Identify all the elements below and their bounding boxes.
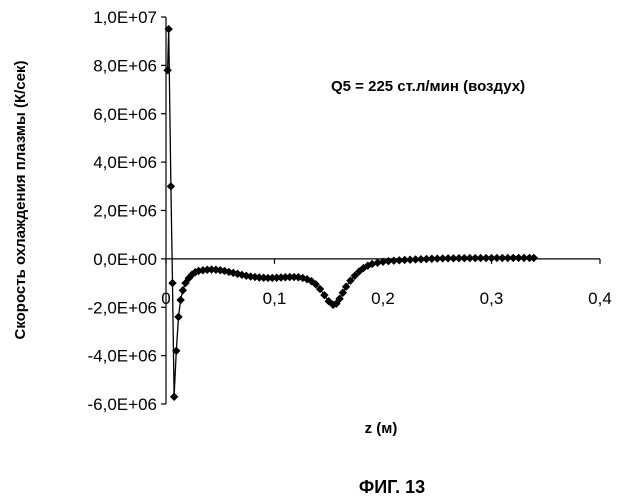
y-axis: 1,0E+07 8,0E+06 6,0E+06 4,0E+06 2,0E+06 0,0E+…	[88, 8, 166, 414]
data-point	[168, 279, 176, 287]
y-tick-label: 0,0E+00	[93, 250, 157, 269]
data-point	[530, 254, 538, 262]
data-point	[174, 313, 182, 321]
y-tick-label: 1,0E+07	[93, 8, 157, 27]
figure-caption: ФИГ. 13	[359, 477, 425, 497]
y-tick-label: 6,0E+06	[93, 105, 157, 124]
y-tick-label: 4,0E+06	[93, 153, 157, 172]
data-point	[320, 291, 328, 299]
x-axis-label: z (м)	[365, 420, 398, 437]
data-point	[179, 286, 187, 294]
y-tick-label: 8,0E+06	[93, 56, 157, 75]
chart-annotation: Q5 = 225 ст.л/мин (воздух)	[331, 78, 525, 95]
y-tick-label: -6,0E+06	[88, 395, 157, 414]
y-tick-label: -4,0E+06	[88, 347, 157, 366]
y-axis-label: Скорость охлаждения плазмы (К/сек)	[12, 61, 29, 340]
data-point	[176, 296, 184, 304]
x-tick-label: 0,4	[588, 289, 612, 308]
x-tick-label: 0,1	[263, 289, 287, 308]
x-tick-label: 0	[161, 289, 170, 308]
data-point	[170, 393, 178, 401]
x-axis: 0 0,1 0,2 0,3 0,4	[161, 259, 612, 308]
y-tick-label: 2,0E+06	[93, 202, 157, 221]
data-point	[167, 182, 175, 190]
data-point	[163, 66, 171, 74]
y-tick-label: -2,0E+06	[88, 298, 157, 317]
x-tick-label: 0,2	[371, 289, 395, 308]
x-tick-label: 0,3	[480, 289, 504, 308]
